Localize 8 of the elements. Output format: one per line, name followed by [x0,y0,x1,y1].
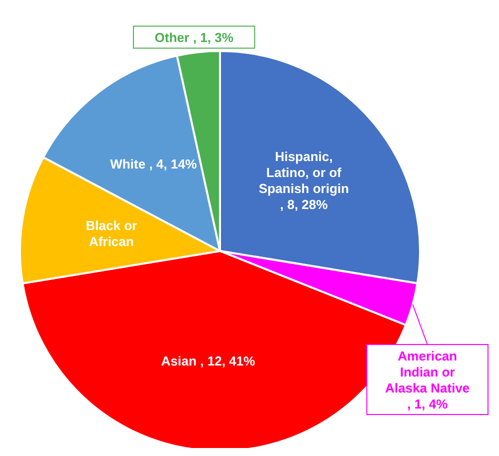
slice-label: American Indian or Alaska Native [385,348,470,396]
slice-label: Black or African [86,218,138,249]
slice-label: White , 4, 14% [110,156,198,171]
data-label: , 1, 4% [407,396,448,412]
slice-label: Asian , 12, 41% [161,352,256,368]
slice-label: Other , 1, 3% [154,30,234,45]
data-label: , 8, 28% [280,196,328,212]
slice-label: Hispanic, Latino, or of Spanish origin [258,148,350,196]
